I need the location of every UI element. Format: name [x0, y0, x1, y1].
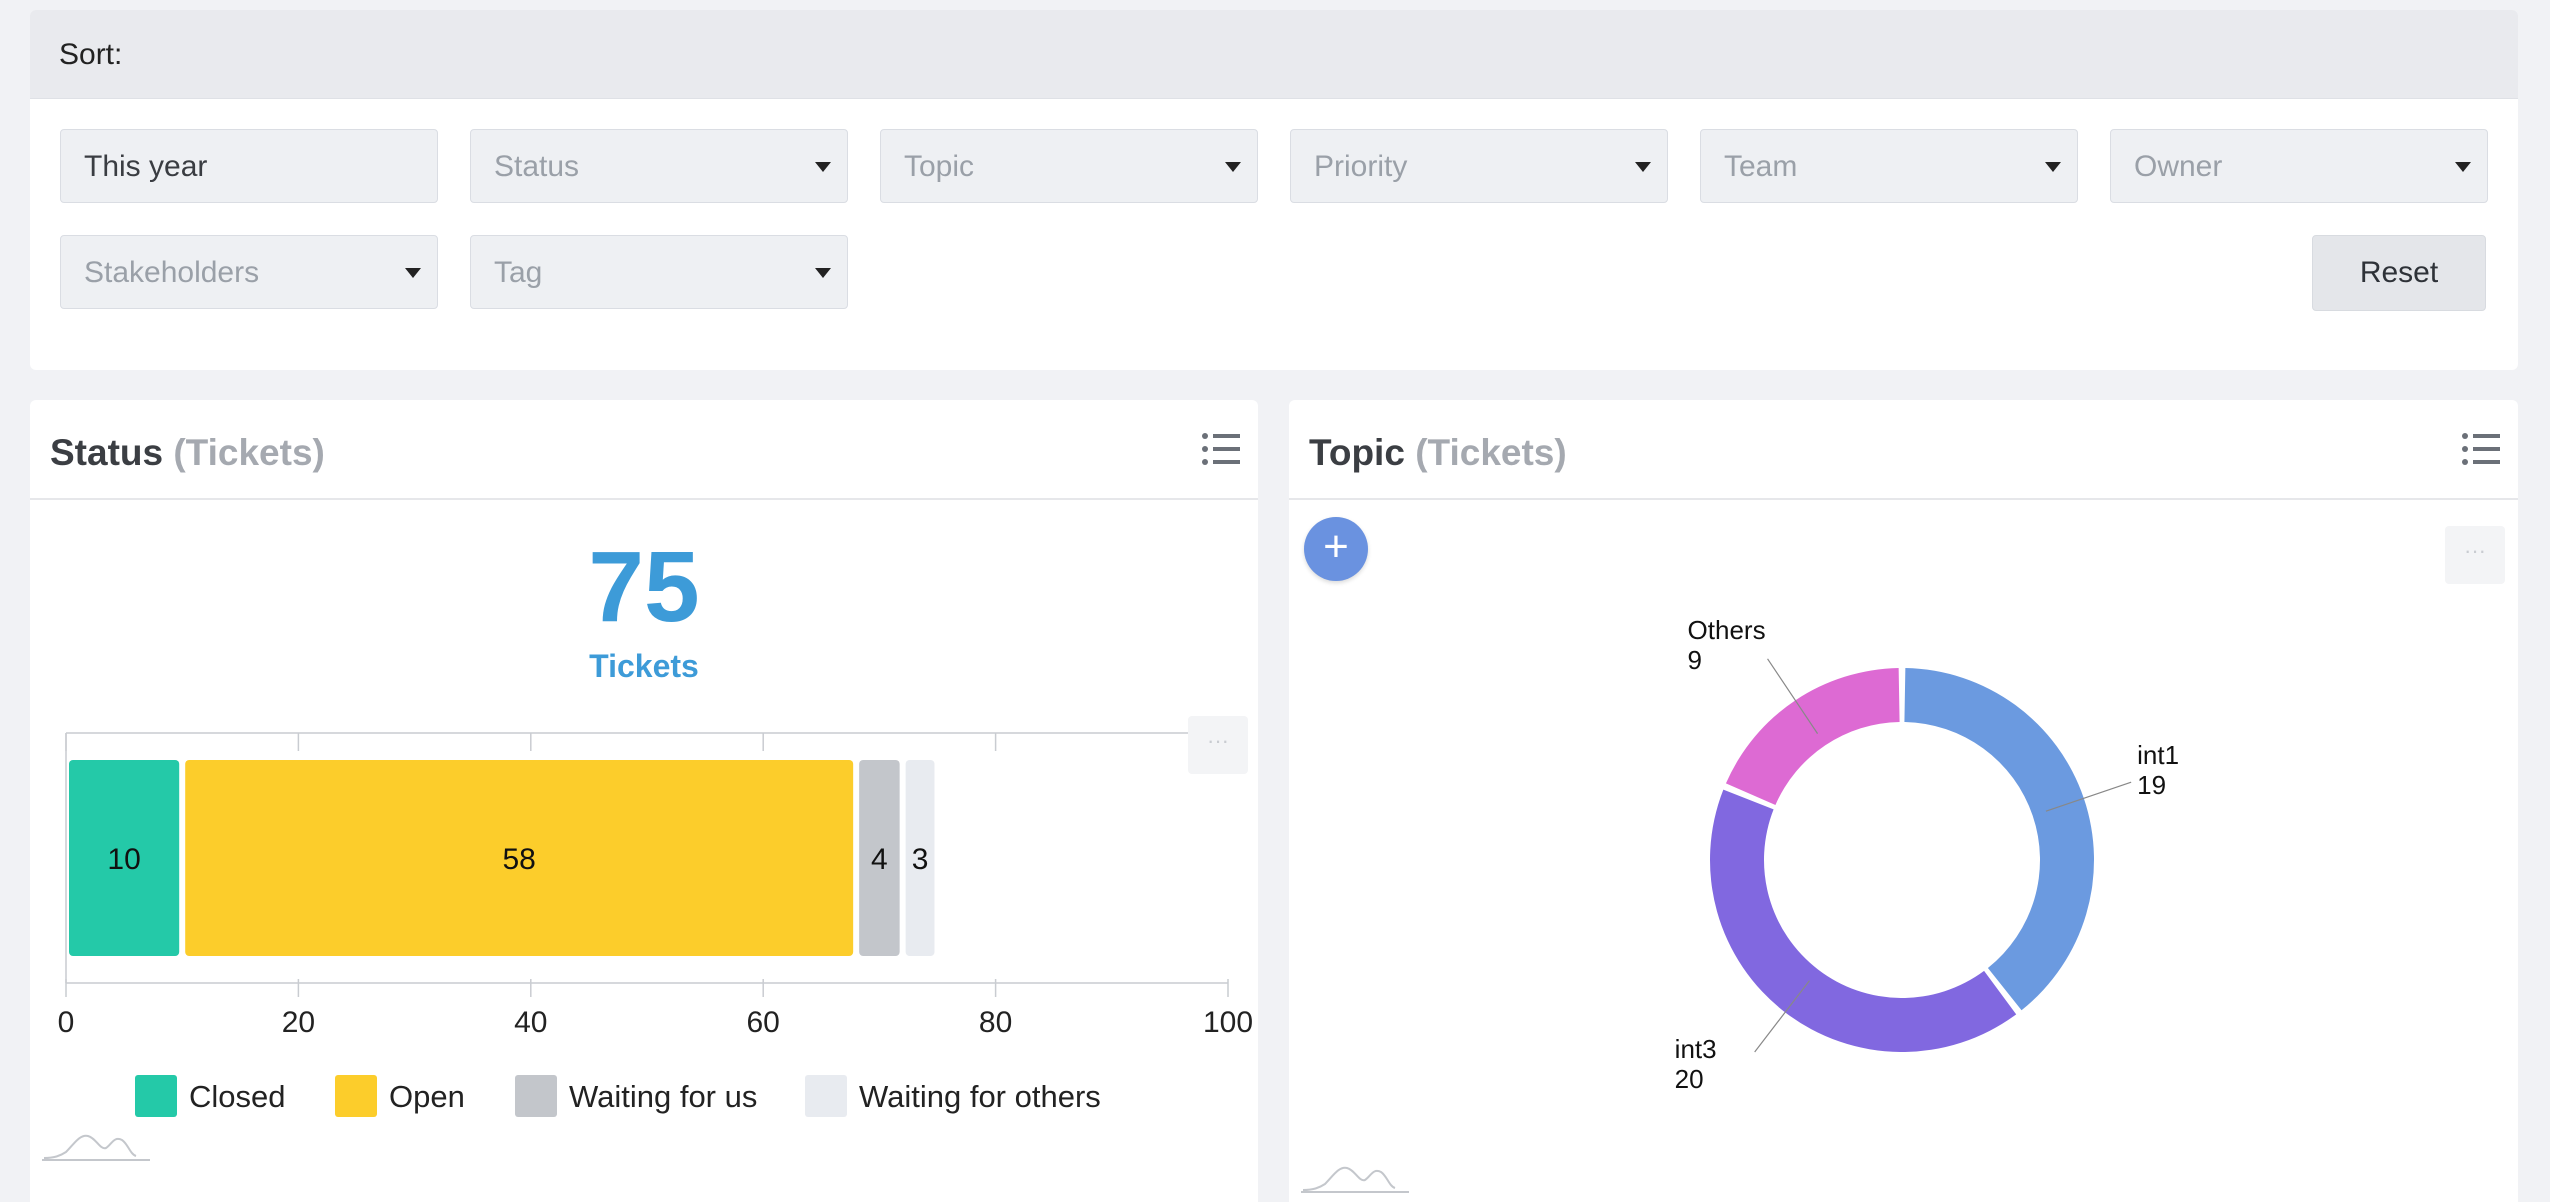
topic-panel-header: Topic (Tickets) [1289, 400, 2518, 500]
slice-label: int1 [2137, 740, 2179, 770]
filter-card: Sort: This year Status Topic Priority Team Ow… [30, 10, 2518, 370]
filter-this-year-field[interactable]: This year [60, 129, 438, 203]
filter-owner-select[interactable]: Owner [2110, 129, 2488, 203]
filter-text: Priority [1314, 150, 1408, 183]
bar-segment [859, 760, 900, 956]
bar-segment [185, 760, 854, 956]
x-tick-label: 100 [1203, 1006, 1253, 1039]
filter-topic-select[interactable]: Topic [880, 129, 1258, 203]
x-tick-label: 0 [58, 1006, 75, 1039]
slice-value: 9 [1688, 645, 1702, 675]
status-subtitle: (Tickets) [173, 432, 325, 473]
topic-title: Topic [1309, 432, 1405, 473]
total-count: 75 [588, 531, 700, 643]
filter-text: Topic [904, 150, 975, 183]
donut-slice [1725, 668, 1900, 805]
chevron-down-icon [815, 268, 831, 278]
x-tick-label: 80 [979, 1006, 1012, 1039]
legend-swatch [805, 1075, 847, 1117]
add-button[interactable]: + [1304, 517, 1368, 581]
filter-text: Owner [2134, 150, 2223, 183]
topic-subtitle: (Tickets) [1415, 432, 1567, 473]
filter-team-select[interactable]: Team [1700, 129, 2078, 203]
filter-text: Team [1724, 150, 1798, 183]
list-icon[interactable] [2462, 432, 2500, 471]
filter-header: Sort: [30, 10, 2518, 99]
chart-more-button[interactable]: ··· [1188, 716, 1248, 774]
legend-swatch [135, 1075, 177, 1117]
chevron-down-icon [2045, 162, 2061, 172]
status-panel: Status (Tickets) 75 Tickets 0 20 40 60 80 100… [30, 400, 1258, 1202]
donut-slice [1904, 668, 2094, 1011]
x-tick-label: 20 [282, 1006, 315, 1039]
filter-tag-select[interactable]: Tag [470, 235, 848, 309]
legend-label: Closed [189, 1079, 286, 1114]
x-tick-label: 60 [747, 1006, 780, 1039]
bar-value-label: 10 [107, 843, 140, 876]
x-tick-label: 40 [514, 1006, 547, 1039]
filter-text: Status [494, 150, 580, 183]
filter-text: Tag [494, 256, 543, 289]
chevron-down-icon [1225, 162, 1241, 172]
label-leader-line [1767, 658, 1819, 734]
status-bar-chart: 0 20 40 60 80 100 10 58 4 3 [58, 732, 1253, 1039]
reset-button[interactable]: Reset [2312, 235, 2486, 311]
slice-value: 19 [2137, 770, 2166, 800]
chevron-down-icon [1635, 162, 1651, 172]
bar-value-label: 58 [502, 843, 535, 876]
filter-stakeholders-select[interactable]: Stakeholders [60, 235, 438, 309]
filter-status-select[interactable]: Status [470, 129, 848, 203]
list-icon[interactable] [1202, 432, 1240, 471]
slice-value: 20 [1675, 1064, 1704, 1094]
legend-label: Waiting for us [569, 1079, 758, 1114]
panel-title: Topic (Tickets) [1309, 432, 1567, 474]
sparkline-icon [1301, 1166, 1409, 1193]
donut-slice [1710, 789, 2017, 1052]
topic-panel: Topic (Tickets) + ··· int1 19 int3 20 Others… [1289, 400, 2518, 1202]
bar-segment [69, 760, 180, 956]
status-title: Status [50, 432, 164, 473]
filter-priority-select[interactable]: Priority [1290, 129, 1668, 203]
legend-swatch [335, 1075, 377, 1117]
bar-segment [905, 760, 935, 956]
chevron-down-icon [2455, 162, 2471, 172]
filter-text: This year [84, 150, 208, 183]
filter-text: Stakeholders [84, 256, 260, 289]
total-count-label: Tickets [589, 648, 699, 684]
slice-label: int3 [1675, 1034, 1717, 1064]
panel-title: Status (Tickets) [50, 432, 325, 474]
sparkline-icon [42, 1134, 150, 1161]
chart-more-button[interactable]: ··· [2445, 526, 2505, 584]
bar-value-label: 4 [871, 843, 888, 876]
status-panel-header: Status (Tickets) [30, 400, 1258, 500]
legend-swatch [515, 1075, 557, 1117]
label-leader-line [2045, 781, 2132, 812]
label-leader-line [1754, 980, 1810, 1053]
sort-label: Sort: [59, 38, 123, 71]
chevron-down-icon [405, 268, 421, 278]
legend-label: Open [389, 1079, 465, 1114]
chevron-down-icon [815, 162, 831, 172]
slice-label: Others [1688, 615, 1766, 645]
bar-value-label: 3 [912, 843, 929, 876]
legend-label: Waiting for others [859, 1079, 1101, 1114]
